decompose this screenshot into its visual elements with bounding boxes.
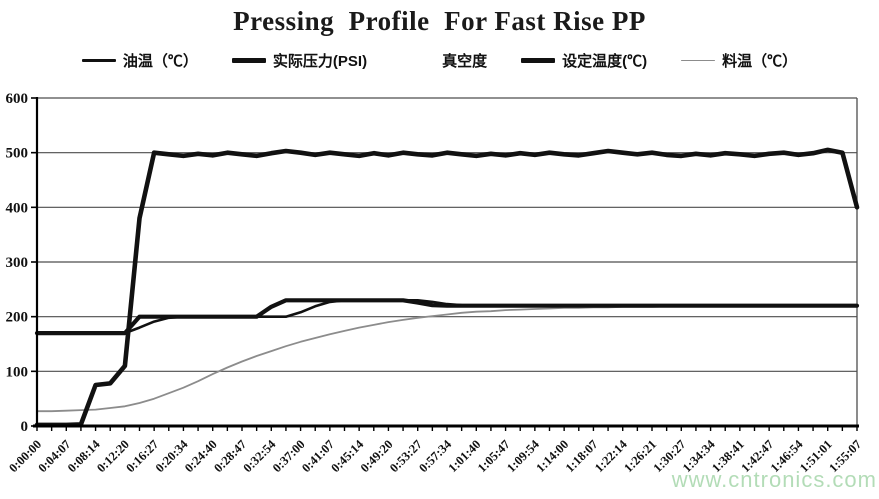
y-tick-label-600: 600	[6, 91, 29, 107]
legend-item-material-temp: 料温（℃）	[681, 50, 797, 71]
legend-label-actual-pressure: 实际压力(PSI)	[272, 53, 368, 70]
legend-item-vacuum: 真空度	[401, 50, 487, 71]
y-tick-label-300: 300	[6, 255, 29, 271]
series-set-temp-line	[34, 298, 860, 336]
legend-swatch-actual-pressure	[231, 58, 266, 63]
chart-title: Pressing Profile For Fast Rise PP	[233, 6, 646, 36]
y-tick-label-500: 500	[6, 146, 29, 162]
legend-swatch-oil-temp	[81, 59, 116, 62]
legend-item-actual-pressure: 实际压力(PSI)	[231, 50, 368, 71]
y-tick-label-0: 0	[21, 419, 29, 435]
legend-item-oil-temp: 油温（℃）	[81, 50, 198, 71]
legend-swatch-set-temp	[521, 58, 556, 63]
legend-label-vacuum: 真空度	[442, 53, 488, 70]
y-tick-label-200: 200	[6, 310, 29, 326]
legend-label-oil-temp: 油温（℃）	[122, 53, 198, 70]
y-tick-label-400: 400	[6, 200, 29, 216]
legend-label-material-temp: 料温（℃）	[722, 53, 798, 70]
legend-item-set-temp: 设定温度(℃)	[521, 50, 647, 71]
series-actual-pressure-line	[34, 147, 860, 428]
legend-label-set-temp: 设定温度(℃)	[562, 53, 648, 70]
watermark-text: www.cntronics.com	[671, 467, 877, 492]
y-tick-label-100: 100	[6, 364, 29, 380]
series-material-temp-line	[36, 304, 858, 413]
legend-swatch-material-temp	[681, 59, 716, 62]
chart-legend: 油温（℃） 实际压力(PSI) 真空度 设定温度(℃) 料温（℃）	[20, 50, 859, 71]
legend-swatch-vacuum	[401, 59, 435, 62]
